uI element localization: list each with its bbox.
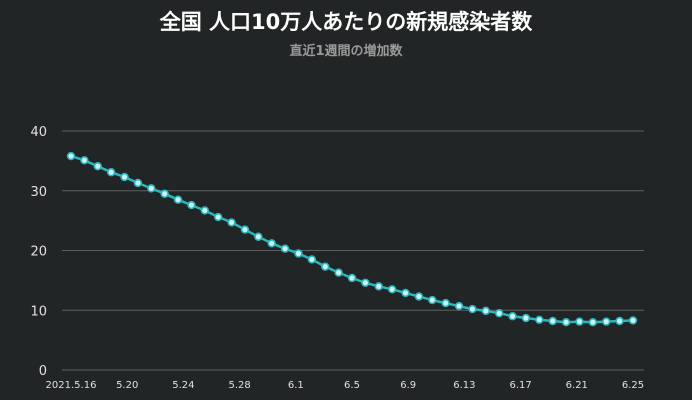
data-point[interactable] bbox=[374, 282, 383, 291]
data-point[interactable] bbox=[521, 313, 531, 323]
data-point[interactable] bbox=[173, 195, 183, 204]
data-point[interactable] bbox=[561, 318, 571, 327]
data-point[interactable] bbox=[294, 249, 303, 258]
data-point[interactable] bbox=[334, 268, 343, 277]
series-line bbox=[70, 154, 634, 324]
data-point[interactable] bbox=[240, 225, 250, 234]
y-tick-label: 20 bbox=[30, 245, 47, 260]
x-tick-label: 5.28 bbox=[228, 380, 250, 391]
chart-title: 全国 人口10万人あたりの新規感染者数 bbox=[159, 10, 533, 34]
x-tick-label: 6.9 bbox=[400, 380, 416, 391]
data-point[interactable] bbox=[468, 304, 477, 314]
data-point[interactable] bbox=[120, 172, 129, 182]
data-point[interactable] bbox=[361, 278, 370, 287]
data-point[interactable] bbox=[588, 318, 598, 327]
series-layer bbox=[66, 151, 638, 327]
grid-lines bbox=[62, 130, 644, 371]
x-tick-label: 5.24 bbox=[172, 380, 194, 391]
data-point[interactable] bbox=[321, 262, 330, 271]
x-tick-label: 6.1 bbox=[288, 380, 304, 391]
data-point[interactable] bbox=[575, 317, 584, 326]
x-tick-label: 6.17 bbox=[509, 380, 531, 391]
x-tick-label: 2021.5.16 bbox=[46, 380, 97, 391]
data-point[interactable] bbox=[227, 218, 236, 227]
data-point[interactable] bbox=[106, 168, 116, 177]
data-point[interactable] bbox=[428, 295, 437, 305]
data-point[interactable] bbox=[80, 156, 89, 165]
data-point[interactable] bbox=[481, 306, 491, 316]
y-tick-label: 0 bbox=[39, 364, 47, 379]
data-point[interactable] bbox=[602, 317, 611, 326]
data-point[interactable] bbox=[508, 312, 517, 321]
data-point[interactable] bbox=[414, 292, 424, 301]
x-tick-label: 6.25 bbox=[622, 380, 644, 391]
data-point[interactable] bbox=[535, 315, 544, 325]
data-point[interactable] bbox=[454, 301, 464, 311]
data-point[interactable] bbox=[254, 232, 263, 241]
data-point[interactable] bbox=[267, 239, 276, 248]
data-point[interactable] bbox=[387, 285, 397, 294]
chart-subtitle: 直近1週間の増加数 bbox=[289, 44, 403, 59]
data-point[interactable] bbox=[200, 206, 210, 215]
data-point[interactable] bbox=[548, 316, 557, 326]
data-point[interactable] bbox=[441, 298, 450, 308]
data-point[interactable] bbox=[133, 178, 143, 188]
x-tick-label: 6.5 bbox=[344, 380, 360, 391]
data-point[interactable] bbox=[213, 212, 223, 222]
data-point[interactable] bbox=[347, 273, 357, 283]
data-point[interactable] bbox=[401, 288, 410, 298]
y-axis-ticks: 0 10 20 30 40 bbox=[30, 125, 47, 379]
y-tick-label: 10 bbox=[30, 304, 47, 319]
data-point[interactable] bbox=[66, 151, 76, 161]
x-tick-label: 6.13 bbox=[453, 380, 475, 391]
y-tick-label: 40 bbox=[30, 125, 47, 140]
data-point[interactable] bbox=[494, 309, 504, 318]
data-point[interactable] bbox=[93, 162, 102, 171]
x-tick-label: 5.20 bbox=[116, 380, 138, 391]
data-point[interactable] bbox=[187, 200, 196, 210]
data-point[interactable] bbox=[307, 255, 317, 264]
x-tick-label: 6.21 bbox=[566, 380, 588, 391]
x-axis-ticks: 2021.5.16 5.20 5.24 5.28 6.1 6.5 6.9 6.13 6.17 6.… bbox=[46, 380, 645, 391]
data-point[interactable] bbox=[147, 184, 156, 193]
data-point[interactable] bbox=[628, 316, 638, 325]
data-point[interactable] bbox=[280, 244, 290, 253]
y-tick-label: 30 bbox=[30, 185, 47, 200]
data-point[interactable] bbox=[615, 316, 624, 326]
data-point[interactable] bbox=[160, 189, 169, 198]
